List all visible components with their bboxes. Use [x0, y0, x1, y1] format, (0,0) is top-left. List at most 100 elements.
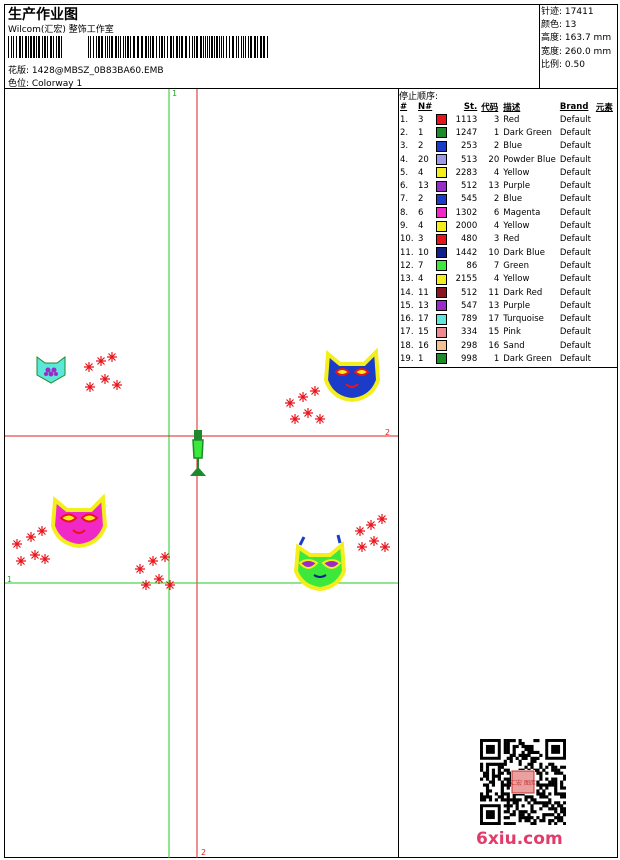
swatch-square	[436, 127, 448, 139]
canvas-divider	[398, 88, 399, 858]
sparkle	[16, 556, 26, 566]
color-description: Pink	[503, 327, 521, 338]
element	[594, 352, 615, 365]
element	[594, 179, 615, 192]
swatch-square	[436, 193, 448, 205]
element	[594, 193, 615, 206]
thread-brand: Default	[559, 247, 591, 258]
color-description: Yellow	[503, 221, 530, 232]
table-header-row: # N# St. 代码 描述 Brand 元素	[398, 101, 615, 113]
color-description: Green	[503, 260, 529, 271]
table-row: 3. 2 253 2 Blue Default	[398, 140, 615, 153]
color-code: 17	[488, 314, 500, 325]
sparkle	[310, 386, 320, 396]
sparkle	[369, 536, 379, 546]
element	[594, 246, 615, 259]
thread-brand: Default	[559, 154, 591, 165]
seq-number: 19.	[400, 353, 414, 364]
color-description: Red	[503, 234, 520, 245]
color-swatch	[434, 206, 449, 219]
sparkle	[107, 352, 117, 362]
color-swatch	[434, 273, 449, 286]
seq-number: 16.	[400, 314, 414, 325]
color-description: Dark Red	[503, 287, 543, 298]
sparkle	[290, 414, 300, 424]
color-description: Purple	[503, 181, 531, 192]
color-swatch	[434, 339, 449, 352]
color-swatch	[434, 219, 449, 232]
element	[594, 219, 615, 232]
stitch-count: 1113	[455, 114, 478, 125]
thread-brand: Default	[559, 274, 591, 285]
needle-number: 1	[418, 127, 424, 138]
color-swatch	[434, 233, 449, 246]
thread-brand: Default	[559, 327, 591, 338]
design-canvas: 1 2 1 2	[5, 89, 398, 858]
seq-number: 5.	[400, 167, 409, 178]
needle-number: 11	[418, 287, 429, 298]
needle-number: 4	[418, 274, 424, 285]
color-code: 3	[493, 234, 500, 245]
seq-number: 13.	[400, 274, 414, 285]
color-swatch	[434, 299, 449, 312]
color-code: 6	[493, 207, 500, 218]
color-code: 10	[488, 247, 500, 258]
stitch-count: 547	[461, 300, 478, 311]
element	[594, 273, 615, 286]
seq-number: 10.	[400, 234, 414, 245]
sparkle	[355, 526, 365, 536]
sparkle	[148, 556, 158, 566]
color-swatch	[434, 193, 449, 206]
guide-label-green-top: 1	[172, 89, 177, 98]
col-brand: Brand	[559, 102, 589, 112]
table-row: 10. 3 480 3 Red Default	[398, 233, 615, 246]
swatch-square	[436, 233, 448, 245]
needle-number: 2	[418, 141, 424, 152]
colorway: 色位: Colorway 1	[8, 79, 83, 89]
stitch-count: 2155	[455, 274, 478, 285]
sparkle	[154, 574, 164, 584]
cat-face-top-right	[323, 347, 381, 403]
element	[594, 166, 615, 179]
needle-number: 3	[418, 114, 424, 125]
seq-number: 8.	[400, 207, 409, 218]
stitch-count: 253	[461, 141, 478, 152]
thread-brand: Default	[559, 314, 591, 325]
sparkle-clusters	[12, 352, 390, 590]
table-row: 17. 15 334 15 Pink Default	[398, 326, 615, 339]
stitch-count: 1247	[455, 127, 478, 138]
sparkle	[298, 392, 308, 402]
table-row: 19. 1 998 1 Dark Green Default	[398, 352, 615, 365]
color-swatch	[434, 259, 449, 272]
color-swatch	[434, 179, 449, 192]
color-swatch	[434, 113, 449, 126]
needle-number: 6	[418, 207, 424, 218]
color-code: 4	[493, 167, 500, 178]
color-code: 3	[493, 114, 500, 125]
needle-number: 17	[418, 314, 429, 325]
color-swatch	[434, 312, 449, 325]
element	[594, 140, 615, 153]
table-row: 5. 4 2283 4 Yellow Default	[398, 166, 615, 179]
stat-height: 高度: 163.7 mm	[541, 33, 612, 44]
color-swatch	[434, 246, 449, 259]
color-description: Powder Blue	[503, 154, 556, 165]
col-desc: 描述	[503, 103, 521, 113]
seq-number: 4.	[400, 154, 409, 165]
stitch-count: 789	[461, 314, 478, 325]
needle-number: 16	[418, 340, 429, 351]
stats-divider	[539, 5, 540, 88]
element	[594, 233, 615, 246]
needle-number: 3	[418, 234, 424, 245]
table-row: 7. 2 545 2 Blue Default	[398, 193, 615, 206]
qr-stamp-text: 汇宏 图库	[510, 779, 536, 787]
table-row: 18. 16 298 16 Sand Default	[398, 339, 615, 352]
sparkle	[357, 542, 367, 552]
company-name: Wilcom(汇宏) 整饰工作室	[8, 25, 114, 35]
table-row: 2. 1 1247 1 Dark Green Default	[398, 126, 615, 139]
color-code: 1	[493, 353, 500, 364]
sparkle	[303, 408, 313, 418]
element	[594, 312, 615, 325]
needle-number: 10	[418, 247, 429, 258]
seq-number: 6.	[400, 181, 409, 192]
